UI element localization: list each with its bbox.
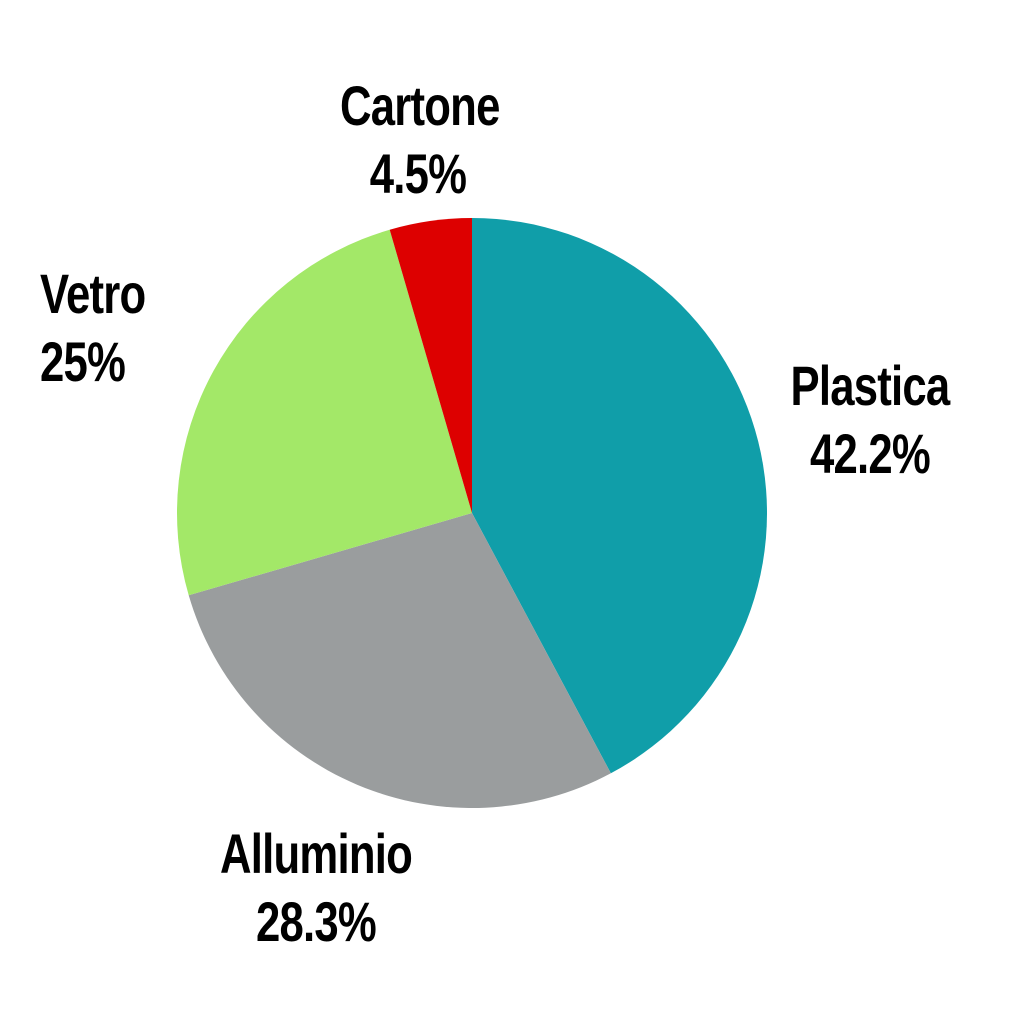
label-cartone-value: 4.5% [369,142,467,205]
label-cartone: Cartone 4.5% [340,72,500,208]
label-plastica: Plastica 42.2% [776,352,963,488]
label-cartone-name: Cartone [340,74,500,137]
label-alluminio-name: Alluminio [220,822,413,885]
pie-slice-cartone [389,218,472,513]
label-alluminio: Alluminio 28.3% [215,820,418,956]
pie-slice-vetro [177,229,473,596]
label-plastica-name: Plastica [790,354,951,417]
label-alluminio-value: 28.3% [256,890,377,953]
label-vetro-name: Vetro [40,262,146,325]
label-vetro-value: 25% [40,330,126,393]
pie-slice-alluminio [188,513,611,808]
pie-slice-plastica [472,218,767,774]
label-plastica-value: 42.2% [810,422,931,485]
label-vetro: Vetro 25% [40,260,165,396]
